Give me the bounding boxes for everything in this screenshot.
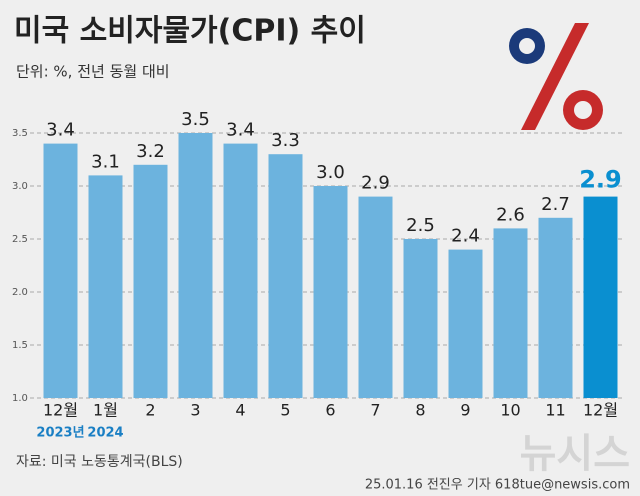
y-tick-label: 2.5 [12, 234, 28, 245]
bar [43, 143, 78, 398]
value-label: 3.1 [91, 151, 120, 172]
bar [88, 175, 123, 398]
bar [178, 133, 213, 398]
value-label: 2.9 [579, 166, 622, 194]
x-tick-label: 2 [145, 401, 155, 420]
bar [358, 196, 393, 398]
x-tick-label: 5 [280, 401, 290, 420]
chart-subtitle: 단위: %, 전년 동월 대비 [16, 63, 170, 81]
x-tick-label: 12월 [583, 401, 618, 420]
value-label: 2.5 [406, 215, 435, 236]
x-tick-label: 6 [325, 401, 335, 420]
x-sublabel: 2024 [87, 426, 123, 441]
value-label: 2.6 [496, 204, 525, 225]
x-tick-label: 7 [370, 401, 380, 420]
value-label: 3.2 [136, 141, 165, 162]
x-tick-label: 11 [545, 401, 565, 420]
percent-icon [509, 23, 603, 130]
x-tick-label: 1월 [93, 401, 118, 420]
source: 자료: 미국 노동통계국(BLS) [16, 454, 183, 470]
bar [538, 217, 573, 398]
value-label: 3.4 [226, 120, 255, 141]
x-tick-label: 9 [460, 401, 470, 420]
y-tick-label: 1.0 [12, 393, 28, 404]
y-tick-label: 3.5 [12, 128, 28, 139]
credit: 25.01.16 전진우 기자 618tue@newsis.com [365, 478, 630, 493]
value-label: 2.7 [541, 194, 570, 215]
y-tick-label: 1.5 [12, 340, 28, 351]
watermark: 뉴시스 [520, 431, 630, 477]
x-tick-label: 4 [235, 401, 245, 420]
bar [313, 186, 348, 398]
y-tick-label: 3.0 [12, 181, 28, 192]
value-label: 3.4 [46, 120, 75, 141]
x-tick-label: 10 [500, 401, 520, 420]
y-tick-label: 2.0 [12, 287, 28, 298]
value-label: 3.0 [316, 162, 345, 183]
x-tick-label: 12월 [43, 401, 78, 420]
value-label: 2.9 [361, 173, 390, 194]
bar [448, 249, 483, 398]
bar [403, 239, 438, 398]
x-tick-label: 3 [190, 401, 200, 420]
bar [493, 228, 528, 398]
bar [133, 164, 168, 398]
x-tick-label: 8 [415, 401, 425, 420]
bar [268, 154, 303, 398]
value-label: 2.4 [451, 226, 480, 247]
value-label: 3.5 [181, 109, 210, 130]
bar [583, 196, 618, 398]
value-label: 3.3 [271, 130, 300, 151]
x-sublabel: 2023년 [36, 426, 84, 441]
bar [223, 143, 258, 398]
chart-title: 미국 소비자물가(CPI) 추이 [14, 14, 366, 49]
